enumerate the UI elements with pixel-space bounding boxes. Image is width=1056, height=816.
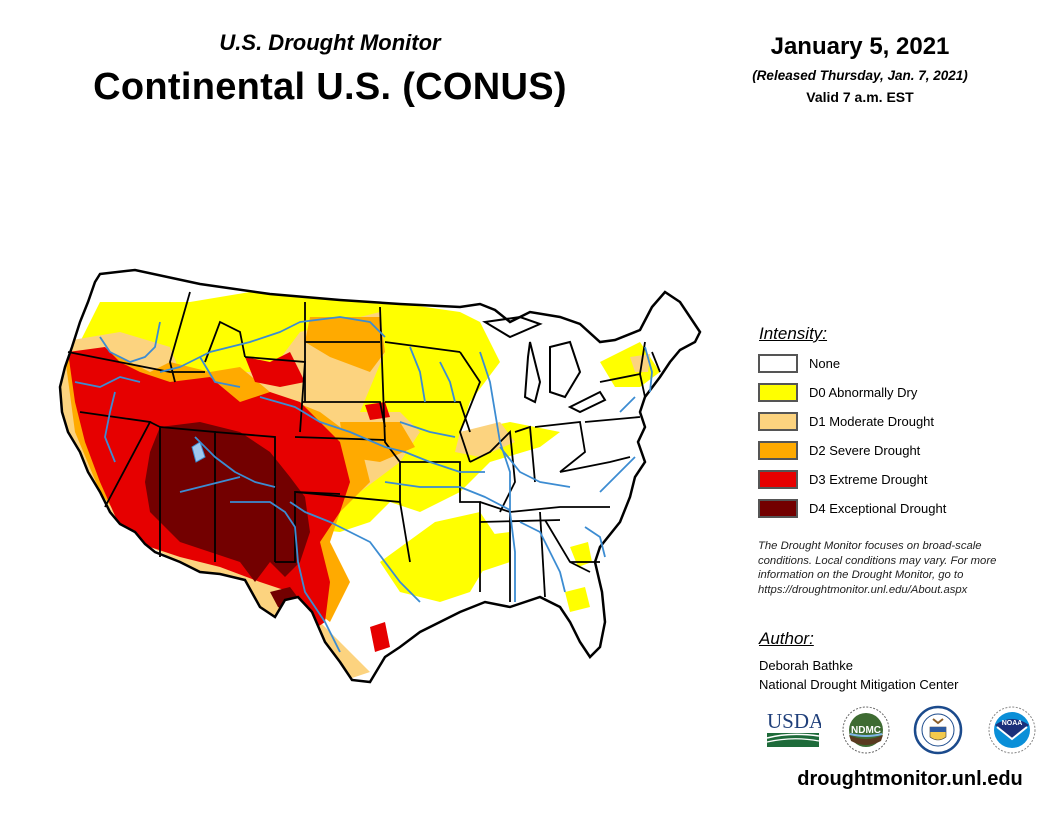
author-org: National Drought Mitigation Center <box>759 677 959 692</box>
usda-logo-icon: USDA <box>766 709 821 747</box>
legend-item-none: None <box>758 354 946 383</box>
legend-label: D4 Exceptional Drought <box>809 501 947 516</box>
conus-drought-map <box>58 268 702 684</box>
valid-time: Valid 7 a.m. EST <box>806 89 914 105</box>
swatch-d4 <box>758 499 798 518</box>
author-block: Deborah Bathke National Drought Mitigati… <box>759 656 958 694</box>
legend-label: D3 Extreme Drought <box>809 472 928 487</box>
svg-text:NOAA: NOAA <box>1002 720 1023 727</box>
rivers <box>74 316 653 653</box>
legend-label: D1 Moderate Drought <box>809 414 935 429</box>
map-subtitle: U.S. Drought Monitor <box>219 30 441 55</box>
swatch-d2 <box>758 441 798 460</box>
legend-item-d2: D2 Severe Drought <box>758 441 946 470</box>
map-title: Continental U.S. (CONUS) <box>93 66 567 108</box>
usda-text: USDA <box>767 709 821 733</box>
legend: None D0 Abnormally Dry D1 Moderate Droug… <box>758 354 946 528</box>
disclaimer-note: The Drought Monitor focuses on broad-sca… <box>758 539 1056 598</box>
note-line: conditions. Local conditions may vary. F… <box>758 554 997 567</box>
water-bodies <box>191 315 607 463</box>
legend-label: None <box>809 356 841 371</box>
legend-label: D0 Abnormally Dry <box>809 385 918 400</box>
swatch-d3 <box>758 470 798 489</box>
noaa-logo-icon: NOAA <box>988 706 1036 754</box>
note-link[interactable]: https://droughtmonitor.unl.edu/About.asp… <box>758 584 968 597</box>
legend-item-d1: D1 Moderate Drought <box>758 412 946 441</box>
svg-text:NDMC: NDMC <box>851 725 881 736</box>
author-name: Deborah Bathke <box>759 658 853 673</box>
release-date: (Released Thursday, Jan. 7, 2021) <box>752 68 968 83</box>
swatch-none <box>758 354 798 373</box>
drought-areas <box>60 292 660 682</box>
swatch-d0 <box>758 383 798 402</box>
doc-seal-icon <box>913 705 963 755</box>
legend-item-d3: D3 Extreme Drought <box>758 470 946 499</box>
legend-item-d4: D4 Exceptional Drought <box>758 499 946 528</box>
legend-label: D2 Severe Drought <box>809 443 921 458</box>
note-line: information on the Drought Monitor, go t… <box>758 569 964 582</box>
author-title: Author: <box>759 629 814 648</box>
swatch-d1 <box>758 412 798 431</box>
legend-title: Intensity: <box>759 324 828 343</box>
website-link[interactable]: droughtmonitor.unl.edu <box>797 768 1023 790</box>
note-line: The Drought Monitor focuses on broad-sca… <box>758 540 982 552</box>
partner-logos: USDA NDMC NOAA <box>765 705 1045 760</box>
ndmc-logo-icon: NDMC <box>842 706 890 754</box>
valid-date: January 5, 2021 <box>770 33 950 60</box>
legend-item-d0: D0 Abnormally Dry <box>758 383 946 412</box>
